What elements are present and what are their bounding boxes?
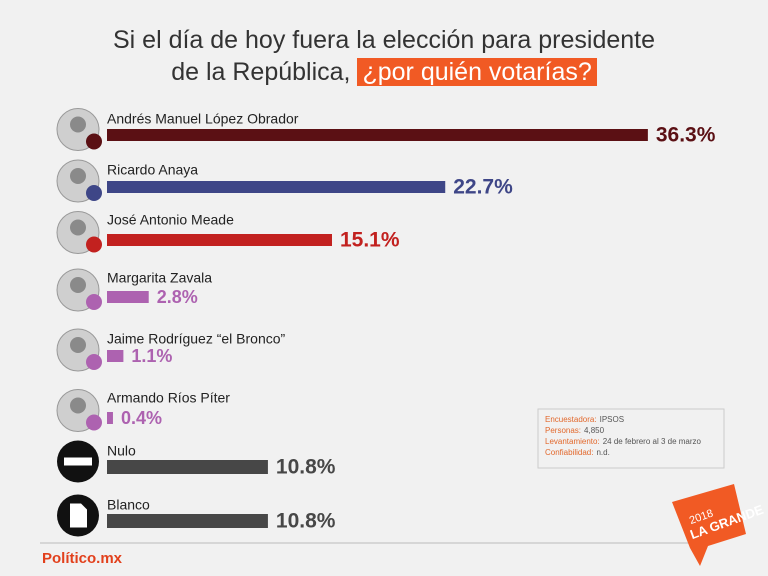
category-label: Margarita Zavala (107, 270, 212, 286)
title-line: Si el día de hoy fuera la elección para … (112, 26, 656, 54)
category-label: Andrés Manuel López Obrador (107, 111, 299, 127)
note-value: 4,850 (584, 426, 605, 435)
notes-box (537, 408, 725, 469)
value-label: 36.3% (656, 124, 716, 147)
value-label: 10.8% (276, 510, 336, 533)
category-label: Jaime Rodríguez “el Bronco” (107, 331, 286, 347)
note-label: Levantamiento: (545, 437, 600, 446)
bar (107, 234, 332, 246)
category-label: Blanco (107, 497, 150, 513)
category-label: José Antonio Meade (107, 212, 234, 228)
note-label: Confiabilidad: (545, 448, 593, 457)
icon-mark (64, 457, 92, 466)
party-logo (86, 133, 102, 150)
category-label: Nulo (107, 443, 136, 459)
note-value: IPSOS (600, 415, 624, 424)
avatar-head (70, 116, 86, 133)
value-label: 2.8% (157, 287, 198, 307)
party-logo (86, 294, 102, 310)
value-label: 10.8% (276, 456, 336, 479)
value-label: 15.1% (340, 229, 400, 252)
category-label: Armando Ríos Píter (107, 390, 230, 406)
title-line: de la República, ¿por quién votarías? (0, 56, 768, 88)
value-label: 22.7% (453, 176, 513, 199)
party-logo (86, 236, 102, 253)
title-line: de la República, (171, 58, 351, 86)
avatar-head (70, 168, 86, 184)
bar (107, 350, 124, 362)
note-value: 24 de febrero al 3 de marzo (603, 437, 702, 446)
bar (107, 460, 268, 474)
avatar-head (70, 337, 86, 353)
party-logo (86, 354, 102, 370)
avatar-head (70, 219, 86, 236)
avatar-head (70, 397, 86, 414)
note-label: Encuestadora: (545, 415, 597, 424)
bar (107, 291, 149, 303)
party-logo (86, 414, 102, 431)
header: Si el día de hoy fuera la elección para … (0, 24, 768, 88)
party-logo (86, 185, 102, 201)
note-label: Personas: (545, 426, 581, 435)
category-label: Ricardo Anaya (107, 162, 198, 178)
bar (107, 181, 446, 193)
title-highlight: ¿por quién votarías? (357, 58, 597, 86)
note-value: n.d. (596, 448, 609, 457)
bar (107, 412, 113, 424)
bar (107, 129, 648, 141)
value-label: 0.4% (121, 408, 162, 428)
bar (107, 514, 268, 528)
value-label: 1.1% (131, 346, 172, 366)
icon-mark (70, 503, 87, 528)
source-logo: Político.mx (42, 550, 123, 567)
badge-shape (672, 484, 746, 566)
avatar-head (70, 277, 86, 293)
